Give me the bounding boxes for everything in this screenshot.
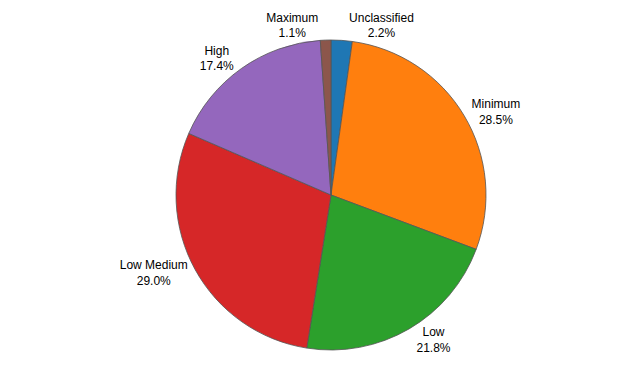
svg-text:Minimum28.5%: Minimum28.5%: [472, 97, 521, 127]
svg-text:Low Medium29.0%: Low Medium29.0%: [120, 258, 188, 288]
svg-text:Unclassified2.2%: Unclassified2.2%: [349, 11, 414, 41]
svg-text:Maximum1.1%: Maximum1.1%: [266, 11, 318, 41]
svg-text:Low21.8%: Low21.8%: [416, 325, 450, 355]
svg-text:High17.4%: High17.4%: [200, 44, 234, 74]
